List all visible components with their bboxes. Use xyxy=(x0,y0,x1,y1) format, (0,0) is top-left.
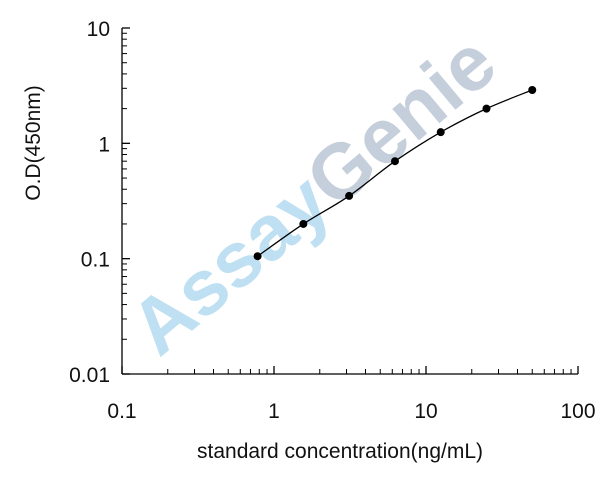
data-point xyxy=(345,191,354,200)
x-tick-label: 1 xyxy=(268,400,280,423)
watermark-part2: Genie xyxy=(289,17,512,224)
y-tick-label: 1 xyxy=(98,133,110,156)
watermark: AssayGenie xyxy=(113,17,512,371)
x-tick-label: 10 xyxy=(414,400,437,423)
data-point xyxy=(482,104,491,113)
y-axis-label: O.D(450nm) xyxy=(22,85,45,201)
y-tick-label: 10 xyxy=(87,18,110,41)
x-tick-label: 100 xyxy=(560,400,595,423)
data-point xyxy=(299,219,308,228)
ticks: 0.1 1 10 100 0.01 0.1 1 10 xyxy=(69,18,595,423)
y-tick-label: 0.01 xyxy=(69,364,110,387)
data-point xyxy=(253,252,262,261)
data-point xyxy=(528,86,537,95)
data-point xyxy=(390,157,399,166)
svg-text:AssayGenie: AssayGenie xyxy=(113,17,512,371)
x-tick-label: 0.1 xyxy=(107,400,136,423)
watermark-part1: Assay xyxy=(113,156,346,371)
x-axis-label: standard concentration(ng/mL) xyxy=(197,440,483,463)
series xyxy=(253,86,537,261)
axes xyxy=(121,28,578,375)
data-point xyxy=(436,128,445,137)
y-tick-label: 0.1 xyxy=(81,249,110,272)
